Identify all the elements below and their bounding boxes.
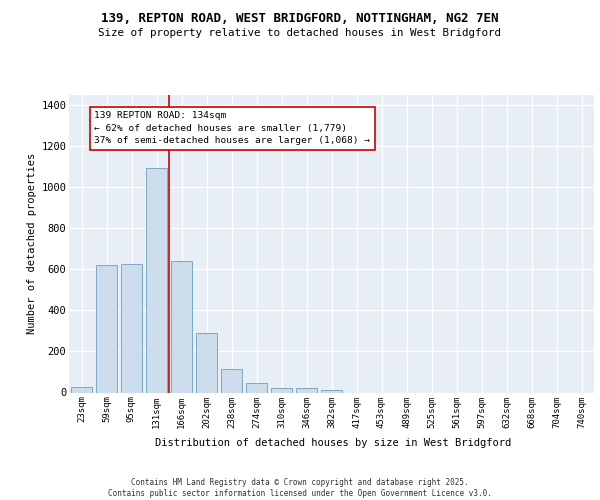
Bar — [221, 369, 242, 392]
Bar — [71, 387, 92, 392]
Bar — [171, 261, 192, 392]
Text: 139, REPTON ROAD, WEST BRIDGFORD, NOTTINGHAM, NG2 7EN: 139, REPTON ROAD, WEST BRIDGFORD, NOTTIN… — [101, 12, 499, 26]
Bar — [121, 264, 142, 392]
Bar — [321, 390, 342, 392]
Text: 139 REPTON ROAD: 134sqm
← 62% of detached houses are smaller (1,779)
37% of semi: 139 REPTON ROAD: 134sqm ← 62% of detache… — [95, 112, 371, 146]
Text: Size of property relative to detached houses in West Bridgford: Size of property relative to detached ho… — [98, 28, 502, 38]
Bar — [246, 383, 267, 392]
Bar — [296, 388, 317, 392]
Y-axis label: Number of detached properties: Number of detached properties — [27, 153, 37, 334]
Text: Contains HM Land Registry data © Crown copyright and database right 2025.
Contai: Contains HM Land Registry data © Crown c… — [108, 478, 492, 498]
Bar — [96, 266, 117, 392]
Text: Distribution of detached houses by size in West Bridgford: Distribution of detached houses by size … — [155, 438, 511, 448]
Bar — [196, 333, 217, 392]
Bar — [146, 168, 167, 392]
Bar — [271, 388, 292, 392]
